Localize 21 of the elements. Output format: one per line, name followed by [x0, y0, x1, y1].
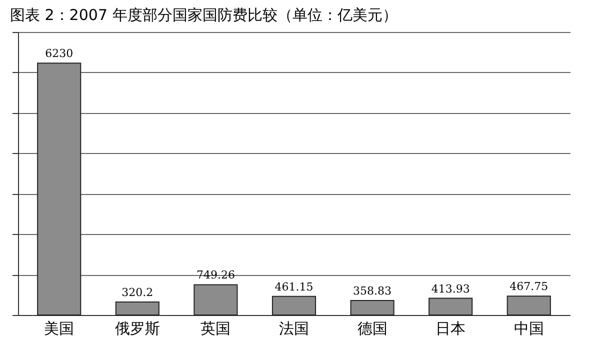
bar: [428, 298, 473, 316]
x-tick-label: 日本: [436, 320, 466, 338]
bar: [506, 296, 551, 316]
data-label: 6230: [45, 47, 74, 60]
bar: [115, 302, 160, 316]
x-tick-label: 法国: [279, 320, 309, 338]
x-tick-label: 俄罗斯: [114, 320, 160, 338]
data-label: 358.83: [353, 284, 392, 298]
data-label: 320.2: [122, 286, 154, 300]
x-tick-label: 德国: [357, 320, 388, 338]
data-label: 413.93: [431, 282, 470, 296]
chart-title: 图表 2：2007 年度部分国家国防费比较（单位：亿美元）: [10, 6, 398, 24]
x-tick-label: 中国: [514, 320, 544, 338]
x-tick-label: 美国: [44, 320, 74, 338]
x-tick-label: 英国: [200, 320, 231, 338]
bar: [194, 284, 238, 316]
bar: [272, 296, 316, 316]
data-label: 467.75: [510, 280, 548, 294]
data-label: 461.15: [274, 280, 314, 294]
bar: [37, 62, 82, 316]
bar: [350, 300, 394, 316]
